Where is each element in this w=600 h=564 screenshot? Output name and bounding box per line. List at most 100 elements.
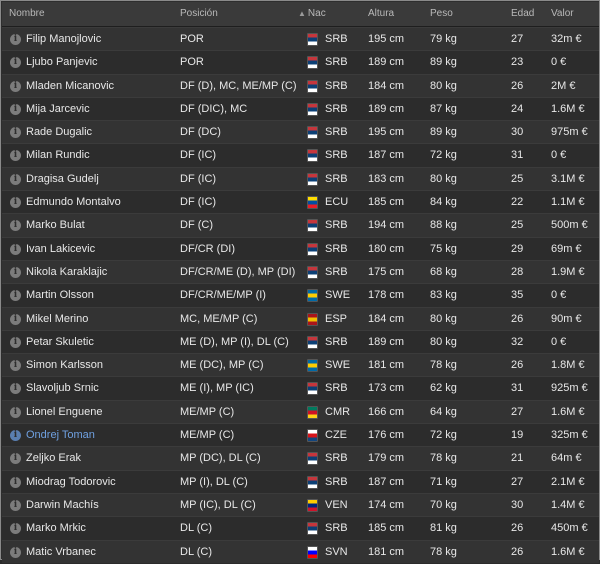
table-row[interactable]: i Marko Mrkic DL (C) SRB 185 cm 81 kg 26 450m € (2, 516, 599, 540)
table-row[interactable]: i Marko Bulat DF (C) SRB 194 cm 88 kg 25 500m € (2, 213, 599, 237)
player-nationality[interactable]: CMR (325, 405, 351, 418)
col-header-value[interactable]: Valor (551, 8, 574, 19)
col-header-nationality[interactable]: ▲ Nac (298, 2, 326, 26)
player-nationality[interactable]: SRB (325, 452, 348, 465)
info-icon[interactable]: i (10, 360, 21, 372)
player-nationality[interactable]: SRB (325, 335, 348, 348)
table-row[interactable]: i Zeljko Erak MP (DC), DL (C) SRB 179 cm 78 k… (2, 446, 599, 470)
player-name[interactable]: Slavoljub Srnic (26, 382, 99, 395)
info-icon[interactable]: i (10, 173, 21, 185)
player-name[interactable]: Filip Manojlovic (26, 33, 102, 45)
info-icon[interactable]: i (10, 290, 21, 302)
player-name[interactable]: Miodrag Todorovic (26, 475, 116, 488)
info-icon[interactable]: i (10, 220, 21, 232)
info-icon[interactable]: i (10, 336, 21, 348)
player-name[interactable]: Rade Dugalic (26, 126, 93, 139)
player-name[interactable]: Nikola Karaklajic (26, 265, 108, 278)
player-nationality[interactable]: VEN (325, 498, 348, 511)
col-header-position[interactable]: Posición (180, 8, 218, 19)
player-nationality[interactable]: SRB (325, 265, 348, 278)
info-icon[interactable]: i (10, 383, 21, 395)
table-row[interactable]: i Ivan Lakicevic DF/CR (DI) SRB 180 cm 75 kg 2… (2, 236, 599, 260)
player-name[interactable]: Simon Karlsson (26, 359, 104, 372)
player-name[interactable]: Marko Bulat (26, 219, 85, 232)
col-header-height[interactable]: Altura (368, 8, 395, 19)
player-nationality[interactable]: SRB (325, 149, 348, 162)
player-name[interactable]: Ondrej Toman (26, 429, 95, 442)
player-name[interactable]: Ivan Lakicevic (26, 242, 96, 255)
table-row[interactable]: i Rade Dugalic DF (DC) SRB 195 cm 89 kg 30 975m… (2, 120, 599, 144)
info-icon[interactable]: i (10, 57, 21, 69)
table-row[interactable]: i Miodrag Todorovic MP (I), DL (C) SRB 187 c… (2, 469, 599, 493)
table-row[interactable]: i Simon Karlsson ME (DC), MP (C) SWE 181 cm 7… (2, 353, 599, 377)
player-name[interactable]: Mikel Merino (26, 312, 89, 325)
player-name[interactable]: Petar Skuletic (26, 335, 94, 348)
info-icon[interactable]: i (10, 80, 21, 92)
table-row[interactable]: i Petar Skuletic ME (D), MP (I), DL (C) SRB… (2, 329, 599, 354)
player-nationality[interactable]: SRB (325, 126, 348, 139)
info-icon[interactable]: i (10, 103, 21, 115)
player-age: 27 (511, 405, 524, 418)
table-row[interactable]: i Nikola Karaklajic DF/CR/ME (D), MP (DI) S… (2, 259, 599, 284)
table-row[interactable]: i Martin Olsson DF/CR/ME/MP (I) SWE 178 cm 83… (2, 283, 599, 307)
col-header-name[interactable]: Nombre (9, 8, 45, 19)
player-nationality[interactable]: SWE (325, 289, 351, 302)
table-row[interactable]: i Milan Rundic DF (IC) SRB 187 cm 72 kg 31 0 € (2, 143, 599, 167)
table-row[interactable]: i Edmundo Montalvo DF (IC) ECU 185 cm 84 kg 22… (2, 190, 599, 214)
player-name[interactable]: Mladen Micanovic (26, 79, 115, 92)
player-name[interactable]: Darwin Machís (26, 498, 99, 511)
table-row[interactable]: i Mladen Micanovic DF (D), MC, ME/MP (C) SR… (2, 73, 599, 97)
player-name[interactable]: Mija Jarcevic (26, 102, 90, 115)
player-nationality[interactable]: SRB (325, 382, 348, 395)
col-header-weight[interactable]: Peso (430, 8, 453, 19)
info-icon[interactable]: i (10, 499, 21, 511)
player-name[interactable]: Edmundo Montalvo (26, 196, 121, 209)
player-nationality[interactable]: SRB (325, 219, 348, 232)
player-nationality[interactable]: SRB (325, 33, 348, 45)
player-name[interactable]: Matic Vrbanec (26, 545, 96, 558)
player-nationality[interactable]: SRB (325, 172, 348, 185)
info-icon[interactable]: i (10, 476, 21, 488)
info-icon[interactable]: i (10, 523, 21, 535)
table-row[interactable]: i Ljubo Panjevic POR SRB 189 cm 89 kg 23 0 € (2, 50, 599, 74)
player-nationality[interactable]: CZE (325, 429, 347, 442)
table-row[interactable]: i Ondrej Toman ME/MP (C) CZE 176 cm 72 kg 19 32… (2, 423, 599, 447)
info-icon[interactable]: i (10, 197, 21, 209)
player-nationality[interactable]: SRB (325, 102, 348, 115)
table-row[interactable]: i Mikel Merino MC, ME/MP (C) ESP 184 cm 80 kg… (2, 306, 599, 330)
info-icon[interactable]: i (10, 430, 21, 442)
table-row[interactable]: i Darwin Machís MP (IC), DL (C) VEN 174 cm 70… (2, 492, 599, 517)
info-icon[interactable]: i (10, 150, 21, 162)
player-nationality[interactable]: SWE (325, 359, 351, 372)
info-icon[interactable]: i (10, 406, 21, 418)
player-nationality[interactable]: SRB (325, 242, 348, 255)
player-nationality[interactable]: SRB (325, 475, 348, 488)
player-nationality[interactable]: SVN (325, 545, 348, 558)
info-icon[interactable]: i (10, 453, 21, 465)
col-header-age[interactable]: Edad (511, 8, 535, 19)
info-icon[interactable]: i (10, 243, 21, 255)
info-icon[interactable]: i (10, 127, 21, 139)
info-icon[interactable]: i (10, 546, 21, 558)
player-name[interactable]: Dragisa Gudelj (26, 172, 99, 185)
table-row[interactable]: i Lionel Enguene ME/MP (C) CMR 166 cm 64 kg 27… (2, 399, 599, 424)
table-row[interactable]: i Matic Vrbanec DL (C) SVN 181 cm 78 kg 26 1.6M… (2, 539, 599, 563)
player-nationality[interactable]: SRB (325, 79, 348, 92)
player-name[interactable]: Lionel Enguene (26, 405, 103, 418)
player-nationality[interactable]: SRB (325, 522, 348, 535)
table-row[interactable]: i Dragisa Gudelj DF (IC) SRB 183 cm 80 kg 25 3.… (2, 166, 599, 191)
table-row[interactable]: i Mija Jarcevic DF (DIC), MC SRB 189 cm 87 kg… (2, 96, 599, 121)
player-name[interactable]: Milan Rundic (26, 149, 90, 162)
player-name[interactable]: Ljubo Panjevic (26, 56, 98, 69)
player-nationality[interactable]: ESP (325, 312, 348, 325)
info-icon[interactable]: i (10, 266, 21, 278)
player-name[interactable]: Marko Mrkic (26, 522, 86, 535)
table-row[interactable]: i Filip Manojlovic POR SRB 195 cm 79 kg 27 32m … (2, 27, 599, 51)
player-nationality[interactable]: ECU (325, 196, 349, 209)
player-name[interactable]: Zeljko Erak (26, 452, 82, 465)
player-name[interactable]: Martin Olsson (26, 289, 94, 302)
table-row[interactable]: i Slavoljub Srnic ME (I), MP (IC) SRB 173 cm… (2, 376, 599, 400)
player-nationality[interactable]: SRB (325, 56, 348, 69)
info-icon[interactable]: i (10, 313, 21, 325)
info-icon[interactable]: i (10, 34, 21, 45)
